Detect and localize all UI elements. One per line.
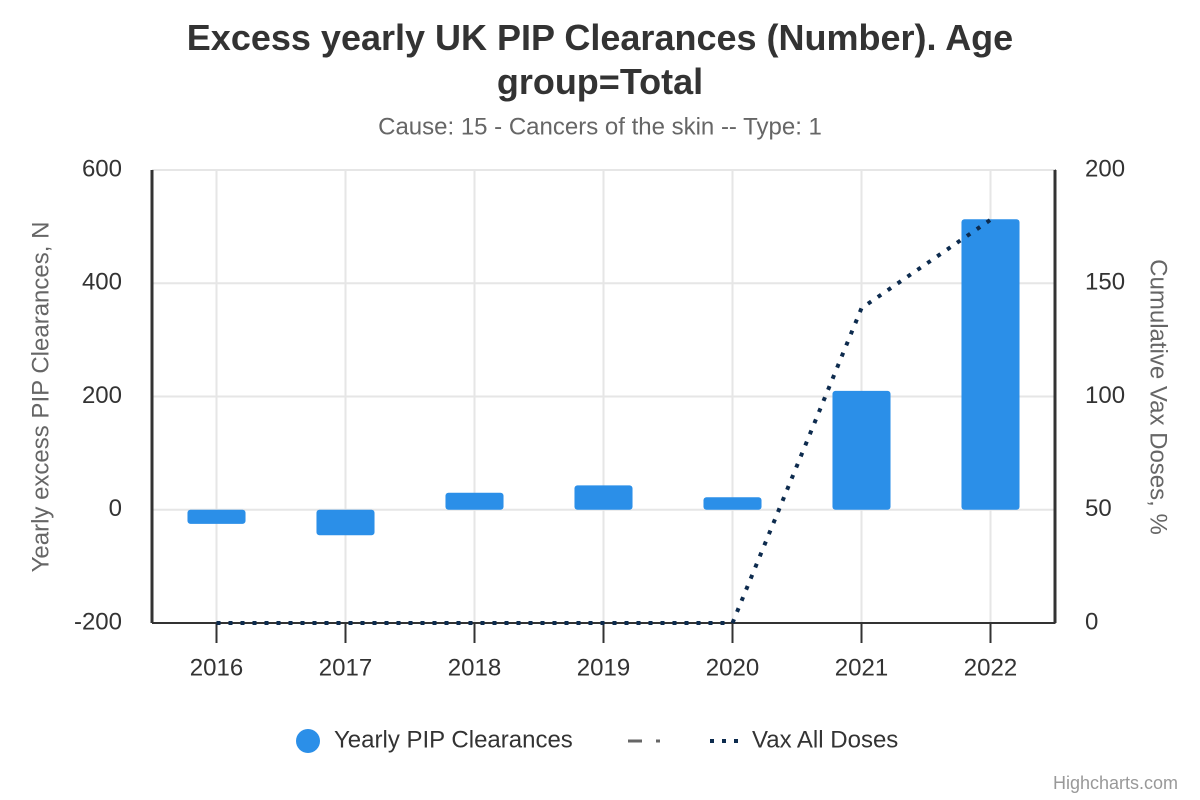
chart-title: Excess yearly UK PIP Clearances (Number)… xyxy=(186,17,1014,102)
bar xyxy=(445,492,504,510)
y-tick-label: 0 xyxy=(109,495,122,522)
bar xyxy=(961,219,1020,510)
y-tick-label: -200 xyxy=(74,608,122,635)
bar xyxy=(316,509,375,536)
x-tick-label: 2017 xyxy=(319,654,372,681)
bar xyxy=(574,485,633,510)
legend-symbol xyxy=(296,729,320,753)
x-tick-label: 2016 xyxy=(190,654,243,681)
x-tick-label: 2020 xyxy=(706,654,759,681)
y2-tick-label: 100 xyxy=(1085,382,1125,409)
y2-tick-label: 200 xyxy=(1085,155,1125,182)
y2-axis-label: Cumulative Vax Doses, % xyxy=(1145,259,1172,535)
y-tick-label: 200 xyxy=(82,382,122,409)
y2-tick-label: 0 xyxy=(1085,608,1098,635)
bar xyxy=(187,509,246,524)
legend-label: Vax All Doses xyxy=(752,726,898,753)
legend-label: Yearly PIP Clearances xyxy=(334,726,573,753)
credit: Highcharts.com xyxy=(1053,773,1178,793)
chart-subtitle: Cause: 15 - Cancers of the skin -- Type:… xyxy=(378,113,822,140)
y2-tick-label: 150 xyxy=(1085,269,1125,296)
y2-tick-label: 50 xyxy=(1085,495,1112,522)
x-tick-label: 2019 xyxy=(577,654,630,681)
line xyxy=(216,218,992,625)
x-tick-label: 2021 xyxy=(835,654,888,681)
y-axis-label: Yearly excess PIP Clearances, N xyxy=(27,222,54,573)
bar xyxy=(703,497,762,510)
x-tick-label: 2018 xyxy=(448,654,501,681)
bar xyxy=(832,390,891,510)
x-tick-label: 2022 xyxy=(964,654,1017,681)
y-tick-label: 600 xyxy=(82,155,122,182)
y-tick-label: 400 xyxy=(82,269,122,296)
